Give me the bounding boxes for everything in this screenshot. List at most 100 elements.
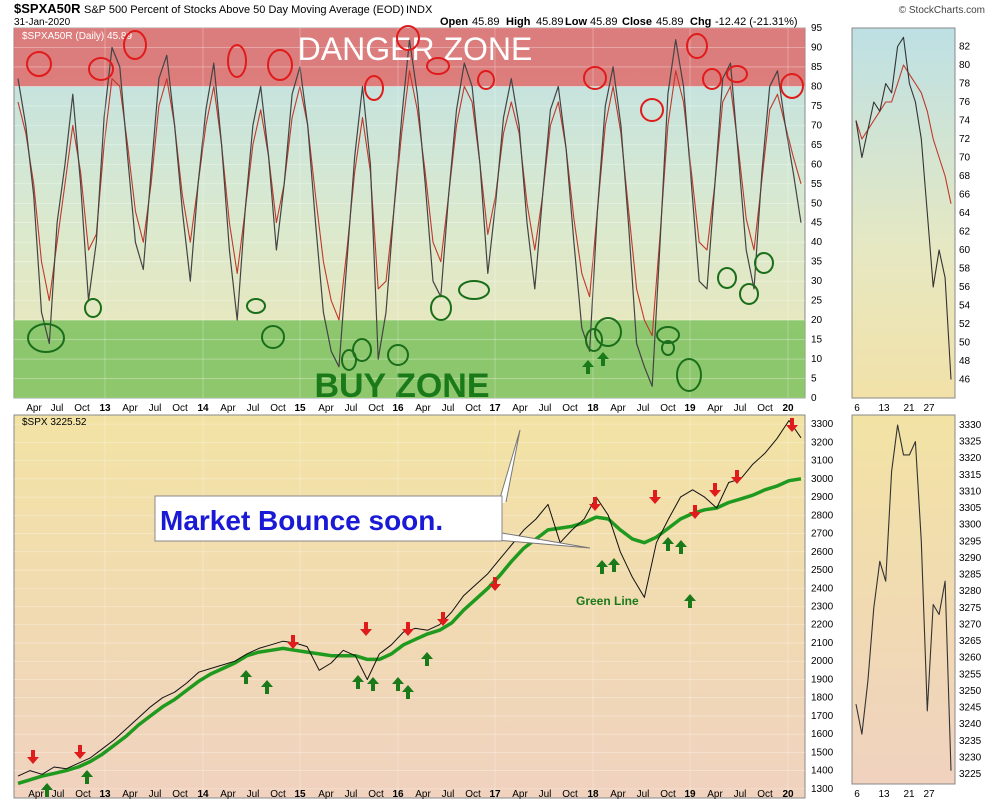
bottom-side-ytick-label: 3290 xyxy=(959,553,982,564)
bottom-side-ytick-label: 3320 xyxy=(959,453,982,464)
sell-arrow xyxy=(709,483,721,497)
top-side-ytick-label: 72 xyxy=(959,134,971,145)
bottom-side-ytick-label: 3330 xyxy=(959,420,982,431)
oversold-circle xyxy=(594,317,622,347)
overbought-circle xyxy=(686,33,708,59)
bottom-x-label: Oct xyxy=(368,789,384,800)
top-ytick-label: 15 xyxy=(811,335,823,346)
bottom-x-label: Jul xyxy=(149,789,162,800)
bottom-x-label: Apr xyxy=(610,789,626,800)
oversold-circle xyxy=(661,340,675,356)
bottom-x-label: 19 xyxy=(684,789,696,800)
bottom-side-ytick-label: 3255 xyxy=(959,669,982,680)
top-ytick-label: 25 xyxy=(811,296,823,307)
top-month-label: Jul xyxy=(51,403,64,414)
bottom-side-ytick-label: 3285 xyxy=(959,570,982,581)
bottom-ytick-label: 2600 xyxy=(811,547,834,558)
buy-arrow xyxy=(367,677,379,691)
bottom-ytick-label: 1300 xyxy=(811,784,834,795)
top-side-ytick-label: 80 xyxy=(959,60,971,71)
top-ytick-label: 5 xyxy=(811,374,817,385)
top-side-x-label: 6 xyxy=(854,403,860,414)
low-value: 45.89 xyxy=(590,16,618,28)
bottom-ytick-label: 3100 xyxy=(811,456,834,467)
top-month-label: Oct xyxy=(368,403,384,414)
bottom-ytick-label: 3300 xyxy=(811,419,834,430)
bottom-x-label: 20 xyxy=(782,789,794,800)
bottom-x-label: Apr xyxy=(707,789,723,800)
chart-description: S&P 500 Percent of Stocks Above 50 Day M… xyxy=(84,4,404,16)
bottom-side-ytick-label: 3300 xyxy=(959,520,982,531)
callout-pointer-bottom xyxy=(495,531,591,549)
green-line-ma xyxy=(17,477,802,786)
oversold-circle xyxy=(352,338,372,362)
bottom-x-label: Apr xyxy=(318,789,334,800)
bottom-ytick-label: 2900 xyxy=(811,492,834,503)
sell-arrow xyxy=(489,577,501,591)
bottom-x-label: 14 xyxy=(197,789,209,800)
bottom-x-label: Oct xyxy=(172,789,188,800)
top-year-label: 14 xyxy=(197,403,209,414)
overbought-circle xyxy=(702,68,722,90)
top-ytick-label: 70 xyxy=(811,120,823,131)
bottom-side-series-0 xyxy=(855,424,952,771)
oversold-circle xyxy=(717,267,737,289)
high-value: 45.89 xyxy=(536,16,564,28)
buy-arrow xyxy=(392,677,404,691)
top-side-ytick-label: 58 xyxy=(959,264,971,275)
bottom-x-label: Oct xyxy=(562,789,578,800)
danger-zone-label: DANGER ZONE xyxy=(298,31,533,67)
bottom-side-x-label: 21 xyxy=(903,789,915,800)
top-year-label: 20 xyxy=(782,403,794,414)
oversold-circle xyxy=(387,344,409,366)
top-side-ytick-label: 62 xyxy=(959,227,971,238)
top-side-ytick-label: 50 xyxy=(959,338,971,349)
bottom-side-ytick-label: 3325 xyxy=(959,437,982,448)
top-month-label: Oct xyxy=(74,403,90,414)
top-side-series-1 xyxy=(855,64,952,204)
top-month-label: Apr xyxy=(512,403,528,414)
top-side-ytick-label: 46 xyxy=(959,375,971,386)
bottom-ytick-label: 2400 xyxy=(811,583,834,594)
oversold-circle xyxy=(261,325,285,349)
top-month-label: Oct xyxy=(660,403,676,414)
top-ytick-label: 40 xyxy=(811,237,823,248)
top-ytick-label: 10 xyxy=(811,354,823,365)
bottom-side-ytick-label: 3250 xyxy=(959,686,982,697)
buy-arrow xyxy=(81,770,93,784)
top-month-label: Oct xyxy=(172,403,188,414)
top-month-label: Jul xyxy=(247,403,260,414)
top-month-label: Oct xyxy=(757,403,773,414)
top-ytick-label: 35 xyxy=(811,257,823,268)
top-ytick-label: 95 xyxy=(811,23,823,34)
bottom-legend: $SPX 3225.52 xyxy=(22,417,87,428)
bottom-side-x-label: 27 xyxy=(923,789,935,800)
bottom-ytick-label: 2200 xyxy=(811,620,834,631)
top-month-label: Apr xyxy=(707,403,723,414)
callout-text: Market Bounce soon. xyxy=(160,505,443,536)
bottom-x-label: Apr xyxy=(512,789,528,800)
bottom-x-label: Jul xyxy=(52,789,65,800)
buy-arrow xyxy=(596,560,608,574)
top-side-ytick-label: 64 xyxy=(959,208,971,219)
overbought-circle xyxy=(477,70,495,90)
bottom-panel-frame xyxy=(13,414,806,799)
low-label: Low xyxy=(565,16,587,28)
top-ytick-label: 45 xyxy=(811,218,823,229)
overbought-circle xyxy=(364,75,384,101)
top-month-label: Apr xyxy=(610,403,626,414)
top-ytick-label: 0 xyxy=(811,393,817,404)
bottom-x-label: Oct xyxy=(270,789,286,800)
sell-arrow xyxy=(649,490,661,504)
buy-arrow xyxy=(240,670,252,684)
bottom-x-label: Oct xyxy=(757,789,773,800)
bottom-side-frame xyxy=(851,414,956,785)
top-legend: $SPXA50R (Daily) 45.89 xyxy=(22,31,132,42)
open-label: Open xyxy=(440,16,468,28)
bottom-ytick-label: 2800 xyxy=(811,510,834,521)
buy-arrow xyxy=(675,540,687,554)
bottom-x-label: Jul xyxy=(247,789,260,800)
oversold-circle xyxy=(739,283,759,305)
callout-box xyxy=(154,495,503,542)
